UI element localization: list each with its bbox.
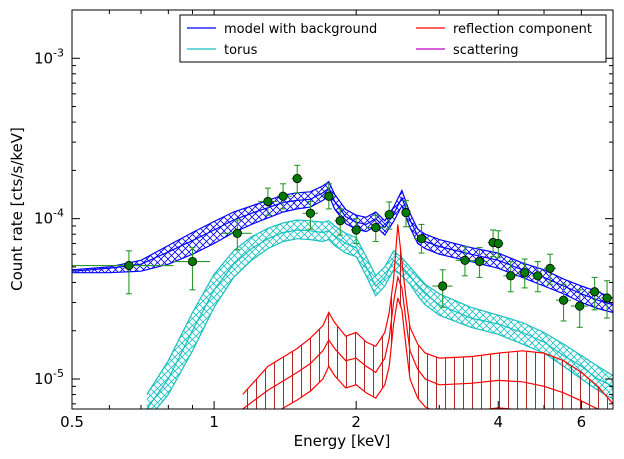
reflection-lower-line [280, 297, 517, 409]
data-point [555, 283, 571, 322]
data-marker [371, 222, 381, 233]
data-marker [401, 208, 411, 218]
model-band-fill [72, 181, 613, 313]
data-point [366, 214, 385, 243]
data-marker [575, 301, 585, 311]
legend: model with background torus reflection c… [179, 14, 607, 63]
data-marker [187, 256, 198, 267]
data-point [302, 200, 318, 230]
data-point [350, 218, 362, 245]
data-point [277, 183, 292, 210]
legend-label-model: model with background [224, 22, 377, 37]
data-marker [278, 191, 288, 201]
legend-label-scattering: scattering [453, 43, 519, 58]
data-point [531, 261, 545, 293]
data-point [455, 245, 474, 277]
x-tick-label: 0.5 [60, 413, 84, 431]
data-point [384, 201, 394, 230]
legend-box [179, 14, 607, 63]
y-tick-label: 10-5 [34, 367, 64, 388]
torus-upper-line [146, 219, 613, 395]
data-point [503, 261, 518, 293]
data-marker [590, 287, 600, 297]
data-marker [558, 295, 569, 305]
data-marker [232, 228, 242, 238]
x-tick-label: 6 [577, 413, 587, 431]
data-point [570, 289, 589, 328]
data-marker [292, 173, 302, 184]
data-marker [438, 281, 448, 291]
data-marker [506, 271, 516, 281]
data-marker [520, 268, 530, 278]
data-point [544, 253, 556, 285]
axis-ticks: 0.5 1 2 4 6 10-5 10-4 10-3 [34, 9, 613, 431]
data-point [600, 280, 613, 319]
data-marker [351, 225, 361, 235]
plot-frame [71, 9, 614, 410]
reflection-band-fill [242, 224, 613, 409]
data-point [493, 230, 504, 259]
data-marker [335, 216, 345, 226]
legend-label-torus: torus [224, 43, 258, 58]
data-point [334, 208, 346, 236]
x-tick-label: 4 [494, 413, 504, 431]
torus-model-line [146, 229, 613, 409]
data-point [588, 276, 601, 311]
data-marker [416, 234, 427, 244]
data-marker [384, 209, 394, 220]
data-marker [460, 255, 470, 265]
data-marker [602, 293, 612, 303]
data-point [72, 250, 174, 295]
data-point [173, 247, 210, 291]
data-point [470, 247, 488, 278]
data-marker [324, 191, 334, 201]
x-axis-label: Energy [keV] [294, 432, 391, 450]
reflection-upper-line [242, 224, 613, 405]
legend-label-reflection: reflection component [453, 22, 592, 37]
reflection-model-line [242, 275, 600, 409]
data-points [72, 164, 613, 328]
data-point [322, 183, 335, 210]
data-marker [124, 260, 134, 271]
y-tick-label: 10-3 [34, 46, 64, 67]
data-marker [533, 271, 543, 281]
data-marker [474, 256, 485, 267]
y-tick-label: 10-4 [34, 207, 64, 228]
x-tick-label: 1 [209, 413, 219, 431]
data-point [258, 187, 278, 216]
data-marker [263, 196, 273, 207]
data-point [291, 164, 303, 194]
data-point [517, 258, 532, 289]
data-point [432, 269, 453, 308]
x-tick-label: 2 [351, 413, 361, 431]
torus-lower-line [155, 238, 613, 409]
y-axis-label: Count rate [cts/s/keV] [8, 127, 26, 291]
data-marker [305, 208, 316, 218]
data-point [401, 199, 411, 228]
model-upper-line [72, 180, 613, 299]
data-marker [545, 263, 555, 273]
data-point [413, 223, 429, 254]
data-marker [493, 238, 503, 249]
data-point [222, 219, 252, 251]
